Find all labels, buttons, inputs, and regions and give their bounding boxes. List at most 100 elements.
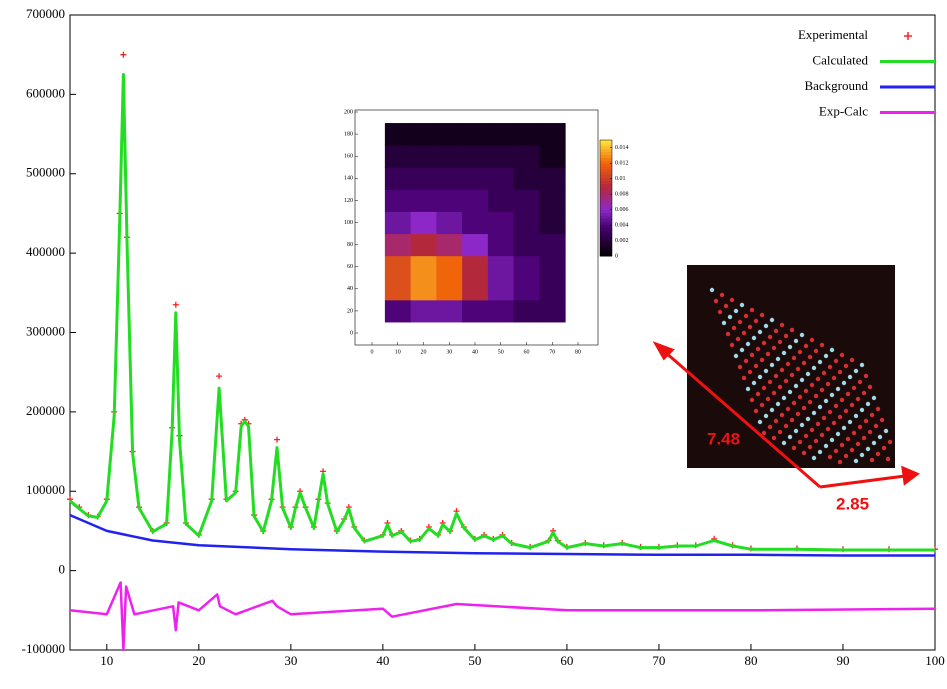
colorbar-segment: [600, 233, 612, 236]
atom: [734, 354, 738, 358]
annotation: 7.48: [707, 429, 740, 448]
atom: [742, 376, 746, 380]
atom: [746, 342, 750, 346]
atom: [858, 425, 862, 429]
atom: [764, 414, 768, 418]
data-point: [274, 437, 280, 443]
atom: [854, 459, 858, 463]
heatmap-cell: [514, 300, 540, 323]
heatmap-cell: [488, 189, 514, 212]
heatmap-cell: [539, 189, 565, 212]
legend-label: Background: [804, 78, 868, 93]
atom: [824, 444, 828, 448]
atom: [844, 364, 848, 368]
atom: [730, 343, 734, 347]
y-tick-label: 60: [347, 264, 353, 270]
atom: [852, 386, 856, 390]
atom: [808, 400, 812, 404]
heatmap-cell: [539, 256, 565, 279]
atom: [764, 369, 768, 373]
heatmap-cell: [539, 300, 565, 323]
heatmap-cell: [488, 167, 514, 190]
inset-heatmap: 0102030405060708002040608010012014016018…: [330, 88, 629, 378]
x-tick-label: 50: [498, 349, 504, 355]
atom: [784, 379, 788, 383]
atom: [838, 460, 842, 464]
atom: [860, 363, 864, 367]
colorbar-segment: [600, 218, 612, 221]
atom: [868, 385, 872, 389]
x-tick-label: 50: [468, 653, 481, 668]
heatmap-cell: [514, 123, 540, 146]
atom: [744, 314, 748, 318]
atom: [766, 352, 770, 356]
atom: [740, 303, 744, 307]
heatmap-cell: [411, 189, 437, 212]
colorbar-segment: [600, 140, 612, 143]
atom: [760, 403, 764, 407]
atom: [828, 365, 832, 369]
atom: [878, 435, 882, 439]
heatmap-cell: [514, 278, 540, 301]
atom: [810, 428, 814, 432]
colorbar-segment: [600, 143, 612, 146]
atom: [816, 377, 820, 381]
y-tick-label: 100000: [26, 482, 65, 497]
atom: [862, 391, 866, 395]
heatmap-cell: [385, 300, 411, 323]
atom: [752, 381, 756, 385]
atom: [792, 401, 796, 405]
heatmap-cell: [411, 300, 437, 323]
atom: [856, 442, 860, 446]
heatmap-cell: [385, 189, 411, 212]
atom: [776, 357, 780, 361]
atom: [868, 430, 872, 434]
atom: [842, 426, 846, 430]
atom: [846, 392, 850, 396]
y-tick-label: 0: [59, 562, 66, 577]
atom: [792, 446, 796, 450]
colorbar-segment: [600, 169, 612, 172]
y-tick-label: 40: [347, 286, 353, 292]
atom: [850, 358, 854, 362]
y-tick-label: 0: [350, 330, 353, 336]
data-point: [216, 373, 222, 379]
atom: [782, 396, 786, 400]
atom: [838, 415, 842, 419]
heatmap-cell: [436, 123, 462, 146]
atom: [762, 386, 766, 390]
atom: [872, 441, 876, 445]
x-tick-label: 60: [524, 349, 530, 355]
atom: [814, 349, 818, 353]
atom: [876, 452, 880, 456]
atom: [866, 402, 870, 406]
colorbar-tick-label: 0.002: [615, 238, 629, 244]
atom: [824, 399, 828, 403]
atom: [874, 424, 878, 428]
atom: [812, 411, 816, 415]
atom: [732, 326, 736, 330]
heatmap-cell: [462, 189, 488, 212]
heatmap-cell: [462, 256, 488, 279]
y-tick-label: 300000: [26, 323, 65, 338]
colorbar-segment: [600, 152, 612, 155]
colorbar-segment: [600, 230, 612, 233]
atom: [798, 395, 802, 399]
atom: [768, 425, 772, 429]
atom: [840, 443, 844, 447]
atom: [820, 388, 824, 392]
heatmap-cell: [385, 123, 411, 146]
atom: [746, 387, 750, 391]
x-tick-label: 100: [925, 653, 945, 668]
heatmap-cell: [385, 234, 411, 257]
x-tick-label: 10: [395, 349, 401, 355]
x-tick-label: 80: [575, 349, 581, 355]
atom: [810, 383, 814, 387]
colorbar-segment: [600, 227, 612, 230]
colorbar-segment: [600, 221, 612, 224]
heatmap-cell: [462, 167, 488, 190]
atom: [818, 360, 822, 364]
atom: [770, 318, 774, 322]
y-tick-label: 80: [347, 242, 353, 248]
colorbar-segment: [600, 236, 612, 239]
